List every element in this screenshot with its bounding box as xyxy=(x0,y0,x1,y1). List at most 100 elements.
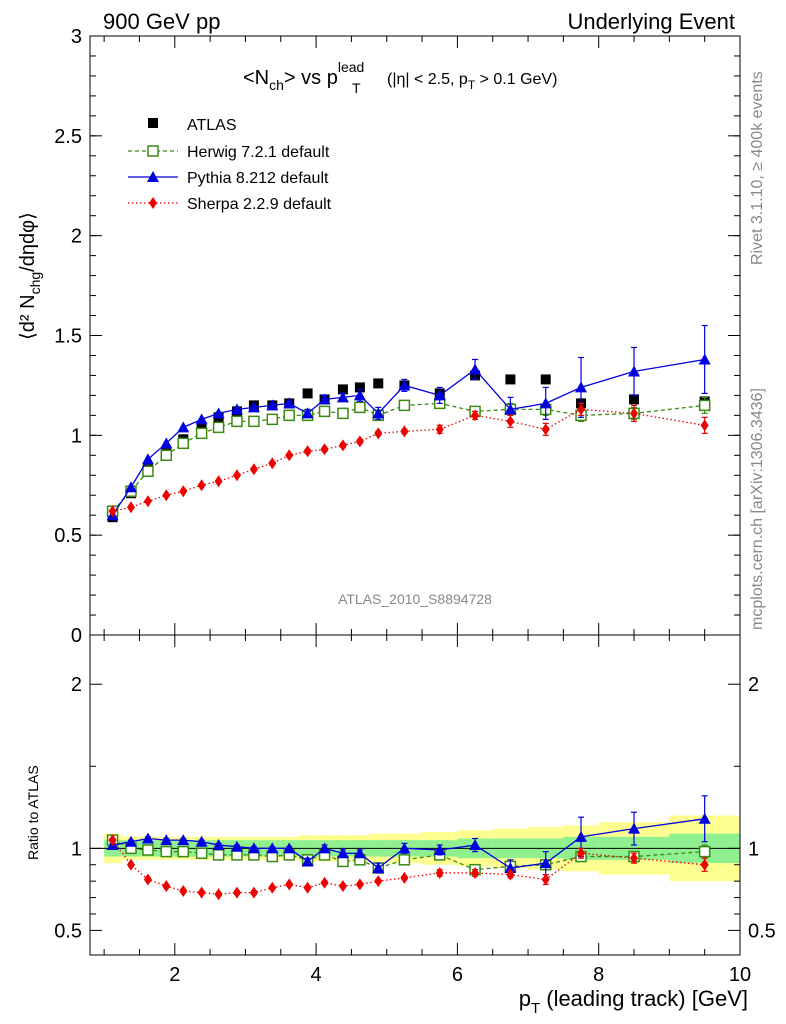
point-sherpa xyxy=(700,419,709,432)
point-herwig xyxy=(266,413,279,426)
point-herwig xyxy=(398,854,411,866)
point-sherpa xyxy=(303,881,312,894)
point-herwig xyxy=(698,399,711,412)
point-sherpa xyxy=(285,878,294,891)
x-tick-label: 4 xyxy=(311,964,322,986)
point-pythia xyxy=(575,381,588,393)
series-herwig xyxy=(106,396,711,517)
point-herwig xyxy=(398,399,411,412)
point-pythia xyxy=(698,812,711,824)
point-atlas xyxy=(373,378,384,389)
point-sherpa xyxy=(214,888,223,901)
legend-label-atlas: ATLAS xyxy=(187,117,237,134)
legend-entry-pythia: Pythia 8.212 default xyxy=(128,170,329,187)
point-atlas xyxy=(505,374,516,385)
point-herwig xyxy=(142,844,154,856)
series-pythia xyxy=(106,324,711,521)
point-pythia xyxy=(212,839,225,851)
x-axis-label: pT (leading track) [GeV] xyxy=(519,986,748,1017)
point-pythia xyxy=(336,391,349,403)
plot-title-cuts: (|η| < 2.5, pT > 0.1 GeV) xyxy=(387,71,557,92)
legend-marker-sherpa xyxy=(149,197,157,209)
point-sherpa xyxy=(232,886,241,899)
point-sherpa xyxy=(197,886,206,899)
y-tick-label: 0 xyxy=(71,625,82,647)
point-herwig xyxy=(318,405,331,418)
point-sherpa xyxy=(162,880,171,893)
point-sherpa xyxy=(400,425,409,438)
point-pythia xyxy=(539,397,552,409)
point-pythia xyxy=(230,840,243,852)
series-atlas xyxy=(107,370,710,523)
point-herwig xyxy=(283,409,295,422)
point-herwig xyxy=(160,845,173,858)
point-pythia xyxy=(504,862,517,874)
point-sherpa xyxy=(506,415,515,428)
x-tick-label: 2 xyxy=(169,964,180,986)
legend-label-herwig: Herwig 7.2.1 default xyxy=(187,144,330,161)
point-atlas xyxy=(337,384,348,395)
ratio-panel: 2 4 6 8 10 0.5 0.5 1 1 2 2 xyxy=(54,635,776,986)
y-tick-label: 1 xyxy=(71,425,82,447)
header-left: 900 GeV pp xyxy=(103,9,220,34)
point-sherpa xyxy=(108,505,117,518)
point-atlas xyxy=(196,422,207,433)
point-sherpa xyxy=(541,423,550,436)
point-sherpa xyxy=(541,873,550,886)
series-line-sherpa xyxy=(112,408,705,512)
ratio-panel-frame xyxy=(89,634,741,956)
point-atlas xyxy=(354,382,365,393)
point-sherpa xyxy=(126,501,135,514)
y-tick-label-right: 1 xyxy=(748,838,759,860)
point-sherpa xyxy=(435,866,444,879)
point-sherpa xyxy=(232,469,241,482)
y-tick-label: 2 xyxy=(71,226,82,248)
point-herwig xyxy=(354,401,366,414)
x-tick-label: 6 xyxy=(452,964,463,986)
legend-entry-sherpa: Sherpa 2.2.9 default xyxy=(128,196,332,213)
point-pythia xyxy=(353,847,366,859)
y-tick-label-right: 0.5 xyxy=(748,920,776,942)
main-panel: 0 0.5 1 1.5 2 2.5 3 xyxy=(54,26,741,647)
point-pythia xyxy=(195,413,208,425)
legend-marker-pythia xyxy=(147,171,159,182)
y-tick-label: 0.5 xyxy=(54,525,82,547)
point-sherpa xyxy=(577,847,586,860)
point-herwig xyxy=(142,465,154,478)
point-herwig xyxy=(195,427,208,440)
point-pythia xyxy=(318,842,331,854)
legend-label-sherpa: Sherpa 2.2.9 default xyxy=(187,196,332,213)
point-pythia xyxy=(247,842,260,854)
point-pythia xyxy=(628,365,641,377)
x-tick-label: 10 xyxy=(729,964,751,986)
point-sherpa xyxy=(126,858,135,871)
point-sherpa xyxy=(435,423,444,436)
point-atlas xyxy=(302,388,313,399)
point-sherpa xyxy=(471,409,480,422)
point-sherpa xyxy=(700,858,709,871)
point-pythia xyxy=(177,421,190,433)
y-tick-label: 1.5 xyxy=(54,326,82,348)
point-sherpa xyxy=(630,407,639,420)
point-herwig xyxy=(212,849,225,861)
point-sherpa xyxy=(143,873,152,886)
series-line-sherpa xyxy=(112,839,705,895)
point-pythia xyxy=(301,407,314,419)
point-sherpa xyxy=(268,881,277,894)
point-herwig xyxy=(177,845,190,858)
point-pythia xyxy=(266,399,279,411)
plot-title-sub: T xyxy=(352,80,361,96)
point-pythia xyxy=(398,842,411,854)
point-sherpa xyxy=(320,443,329,456)
y-axis-label-ratio: Ratio to ATLAS xyxy=(25,765,41,860)
point-pythia xyxy=(469,839,482,851)
point-pythia xyxy=(177,834,190,846)
point-pythia xyxy=(247,401,260,413)
point-sherpa xyxy=(471,866,480,879)
point-sherpa xyxy=(355,878,364,891)
point-pythia xyxy=(433,389,446,401)
x-tick-label: 8 xyxy=(593,964,604,986)
point-herwig xyxy=(212,421,225,434)
point-pythia xyxy=(160,437,173,449)
y-tick-label: 0.5 xyxy=(54,920,82,942)
